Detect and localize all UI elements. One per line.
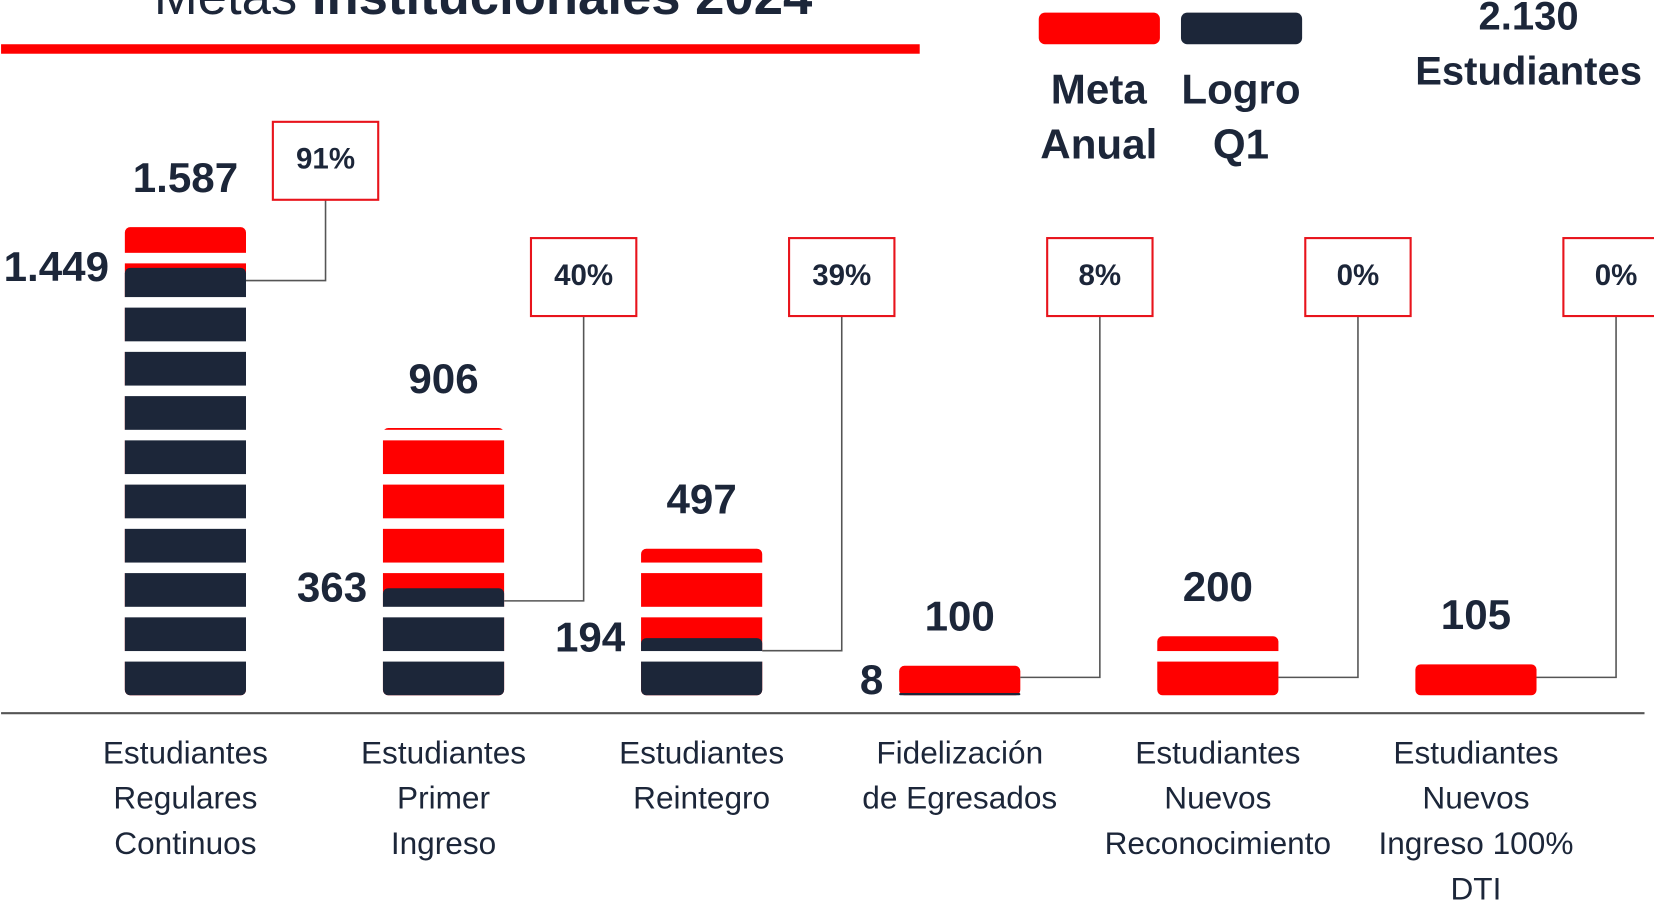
meta-label: 906 [408,355,478,402]
bar-logro [641,638,763,696]
chart-title: Metas Institucionales 2024 [154,0,812,26]
category-label: Estudiantes Reintegro [619,735,784,816]
category-label: Estudiantes Regulares Continuos [103,735,268,862]
block-gap [123,474,248,485]
logro-label: 1.449 [4,243,109,290]
bar-meta [1415,664,1537,696]
block-gap [123,341,248,352]
meta-label: 200 [1183,563,1253,610]
percent-label: 0% [1595,259,1638,292]
total-unit: Estudiantes [1415,49,1642,93]
category-label: Estudiantes Nuevos Reconocimiento [1105,735,1332,862]
bar-logro [382,588,505,696]
block-gap [381,562,506,574]
percent-label: 40% [554,259,613,292]
percent-label: 8% [1079,259,1122,292]
bar-logro [899,692,1021,696]
title-rule [1,44,920,54]
logro-label: 8 [860,656,883,703]
meta-label: 1.587 [133,154,238,201]
meta-label: 105 [1441,591,1511,638]
percent-box [1046,237,1154,318]
block-gap [123,606,248,618]
block-gap [123,518,248,529]
logro-label: 363 [297,563,367,610]
percent-box [1304,237,1412,318]
block-gap [123,252,248,264]
percent-label: 0% [1337,259,1380,292]
connector [762,316,843,652]
block-gap [123,297,248,308]
connector [1020,316,1101,679]
category-label: Estudiantes Primer Ingreso [361,735,526,862]
percent-box [788,237,896,318]
meta-label: 100 [925,593,995,640]
percent-box [1562,237,1654,318]
percent-label: 39% [812,259,871,292]
block-gap [123,651,248,662]
legend-swatch [1038,12,1160,45]
block-gap [381,606,506,618]
bar-meta [899,665,1021,696]
legend-label: Meta Anual [1040,66,1157,168]
block-gap [123,385,248,397]
block-gap [123,562,248,574]
bar-meta [1157,636,1279,696]
connector [504,316,585,602]
connector [1536,316,1617,679]
legend-label: Logro Q1 [1181,66,1300,168]
block-gap [640,562,764,574]
legend-swatch [1180,12,1303,45]
block-gap [640,651,764,662]
category-label: Fidelización de Egresados [862,735,1057,816]
block-gap [381,518,506,529]
block-gap [123,429,248,441]
percent-box [271,120,380,201]
block-gap [381,474,506,485]
total-value: 2.130 [1479,0,1579,39]
meta-label: 497 [666,475,736,522]
block-gap [381,429,506,441]
percent-box [529,237,638,318]
block-gap [640,606,764,618]
block-gap [1156,651,1280,662]
connector [246,199,327,282]
logro-label: 194 [555,613,626,660]
block-gap [381,651,506,662]
percent-label: 91% [296,143,355,176]
category-label: Estudiantes Nuevos Ingreso 100% DTI [1378,735,1573,906]
connector [1278,316,1359,679]
